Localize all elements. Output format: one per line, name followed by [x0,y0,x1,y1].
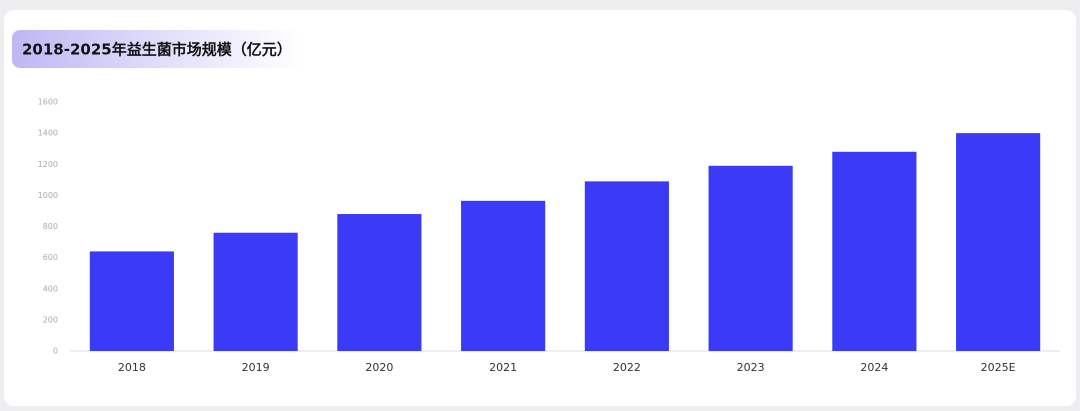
y-tick-label: 1000 [38,191,58,200]
y-tick-label: 400 [43,284,58,293]
bar [708,165,793,351]
x-tick-label: 2022 [613,361,641,374]
chart-title: 2018-2025年益生菌市场规模（亿元） [22,41,292,59]
bar [461,200,546,351]
x-tick-label: 2019 [242,361,270,374]
x-tick-label: 2023 [737,361,765,374]
x-tick-label: 2018 [118,361,146,374]
bar [213,232,298,351]
y-tick-label: 1400 [38,129,58,138]
bar [337,214,422,351]
x-tick-label: 2024 [860,361,888,374]
x-tick-label: 2021 [489,361,517,374]
y-tick-label: 1200 [38,160,58,169]
title-badge [12,30,302,68]
x-tick-label: 2025E [981,361,1016,374]
y-tick-label: 200 [43,315,58,324]
x-tick-label: 2020 [365,361,393,374]
y-tick-label: 0 [53,347,58,356]
bar [832,151,917,351]
bar [956,133,1041,351]
y-tick-label: 1600 [38,98,58,107]
y-tick-label: 600 [43,253,58,262]
bar [584,181,669,351]
bar [89,251,174,351]
y-tick-label: 800 [43,222,58,231]
